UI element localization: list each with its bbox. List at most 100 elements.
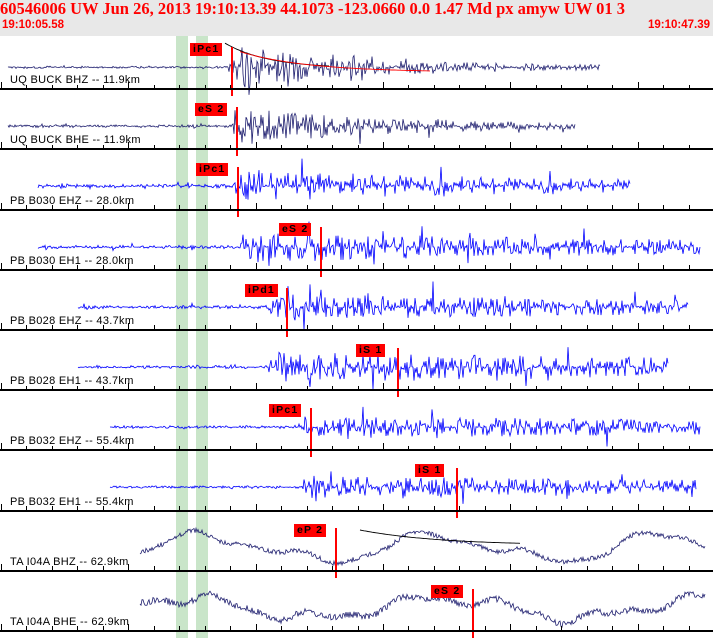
axis-tick-minor (408, 265, 409, 271)
axis-tick-minor (587, 626, 588, 632)
axis-tick-major (638, 82, 639, 91)
axis-tick-minor (536, 626, 537, 632)
axis-tick-minor (485, 144, 486, 151)
axis-tick-minor (179, 205, 180, 211)
phase-pick-marker[interactable] (456, 468, 458, 518)
trace-panel[interactable]: eS 2 PB B030 EH1 -- 28.0km (0, 216, 713, 277)
axis-tick-major (510, 322, 511, 331)
phase-pick-label[interactable]: iS 1 (356, 343, 386, 357)
axis-tick-major (1, 82, 2, 91)
axis-tick-minor (307, 626, 308, 632)
phase-pick-marker[interactable] (237, 167, 239, 217)
trace-panel[interactable]: iPd1 PB B028 EHZ -- 43.7km (0, 276, 713, 337)
axis-tick-minor (358, 265, 359, 271)
axis-tick-minor (230, 84, 231, 91)
axis-tick-major (383, 202, 384, 211)
axis-tick-minor (332, 265, 333, 271)
axis-tick-minor (587, 385, 588, 392)
axis-tick-minor (358, 506, 359, 512)
trace-panel[interactable]: iPc1 PB B032 EHZ -- 55.4km (0, 397, 713, 458)
time-axis (0, 88, 713, 91)
axis-tick-major (1, 563, 2, 572)
trace-panel[interactable]: iPc1 PB B030 EHZ -- 28.0km (0, 156, 713, 217)
phase-pick-label[interactable]: eS 2 (431, 584, 464, 598)
axis-tick-minor (26, 265, 27, 271)
channel-label: PB B028 EH1 -- 43.7km (10, 375, 134, 388)
phase-pick-marker[interactable] (236, 106, 238, 157)
axis-tick-minor (307, 385, 308, 392)
axis-tick-minor (281, 385, 282, 392)
axis-tick-minor (26, 205, 27, 211)
phase-pick-marker[interactable] (286, 287, 288, 337)
axis-tick-minor (154, 445, 155, 452)
axis-tick-minor (154, 144, 155, 151)
axis-tick-minor (408, 506, 409, 512)
axis-tick-minor (459, 445, 460, 452)
phase-pick-label[interactable]: eP 2 (294, 524, 327, 538)
axis-tick-minor (459, 205, 460, 211)
axis-tick-minor (587, 445, 588, 452)
axis-tick-minor (612, 84, 613, 91)
axis-tick-major (1, 142, 2, 151)
axis-tick-minor (205, 506, 206, 512)
phase-pick-marker[interactable] (310, 407, 312, 458)
phase-pick-label[interactable]: iPc1 (196, 163, 229, 177)
phase-pick-label[interactable]: iS 1 (415, 464, 445, 478)
axis-tick-minor (307, 265, 308, 271)
axis-tick-minor (408, 566, 409, 572)
axis-tick-minor (358, 566, 359, 572)
phase-pick-label[interactable]: iPc1 (190, 42, 223, 56)
axis-tick-minor (103, 144, 104, 151)
axis-tick-minor (459, 626, 460, 632)
axis-tick-major (510, 443, 511, 452)
trace-panel[interactable]: iS 1 PB B032 EH1 -- 55.4km (0, 457, 713, 518)
phase-pick-marker[interactable] (335, 528, 337, 578)
axis-tick-minor (408, 144, 409, 151)
axis-tick-minor (536, 144, 537, 151)
axis-tick-minor (77, 84, 78, 91)
axis-tick-minor (307, 205, 308, 211)
axis-tick-minor (205, 325, 206, 331)
axis-tick-minor (26, 626, 27, 632)
phase-pick-marker[interactable] (472, 588, 474, 638)
axis-tick-minor (459, 84, 460, 91)
phase-pick-label[interactable]: iPc1 (269, 404, 302, 418)
axis-tick-minor (358, 445, 359, 452)
axis-tick-major (383, 262, 384, 271)
phase-pick-label[interactable]: eS 2 (279, 223, 312, 237)
axis-tick-minor (612, 144, 613, 151)
trace-panel[interactable]: iPc1 UQ BUCK BHZ -- 11.9km (0, 36, 713, 97)
trace-panel[interactable]: eS 2 UQ BUCK BHE -- 11.9km (0, 96, 713, 157)
phase-pick-marker[interactable] (397, 347, 399, 398)
axis-tick-minor (612, 325, 613, 331)
axis-tick-minor (307, 566, 308, 572)
axis-tick-minor (434, 205, 435, 211)
axis-tick-minor (281, 325, 282, 331)
axis-tick-minor (77, 325, 78, 331)
axis-tick-major (128, 383, 129, 392)
axis-tick-minor (434, 566, 435, 572)
axis-tick-major (383, 503, 384, 512)
axis-tick-major (510, 623, 511, 632)
axis-tick-minor (663, 506, 664, 512)
axis-tick-minor (434, 84, 435, 91)
axis-tick-minor (52, 84, 53, 91)
axis-tick-major (128, 563, 129, 572)
phase-pick-marker[interactable] (231, 46, 233, 97)
trace-panel[interactable]: iS 1 PB B028 EH1 -- 43.7km (0, 337, 713, 398)
axis-tick-minor (689, 566, 690, 572)
phase-pick-label[interactable]: iPd1 (245, 283, 278, 297)
axis-tick-minor (77, 445, 78, 452)
axis-tick-minor (434, 144, 435, 151)
axis-tick-major (256, 563, 257, 572)
trace-panel[interactable]: eP 2 TA I04A BHZ -- 62.9km (0, 517, 713, 578)
axis-tick-minor (77, 566, 78, 572)
axis-tick-minor (663, 445, 664, 452)
phase-pick-label[interactable]: eS 2 (195, 103, 228, 117)
trace-panel[interactable]: eS 2 TA I04A BHE -- 62.9km (0, 577, 713, 638)
time-axis (0, 208, 713, 211)
axis-tick-minor (536, 566, 537, 572)
axis-tick-minor (358, 84, 359, 91)
phase-pick-marker[interactable] (320, 227, 322, 277)
